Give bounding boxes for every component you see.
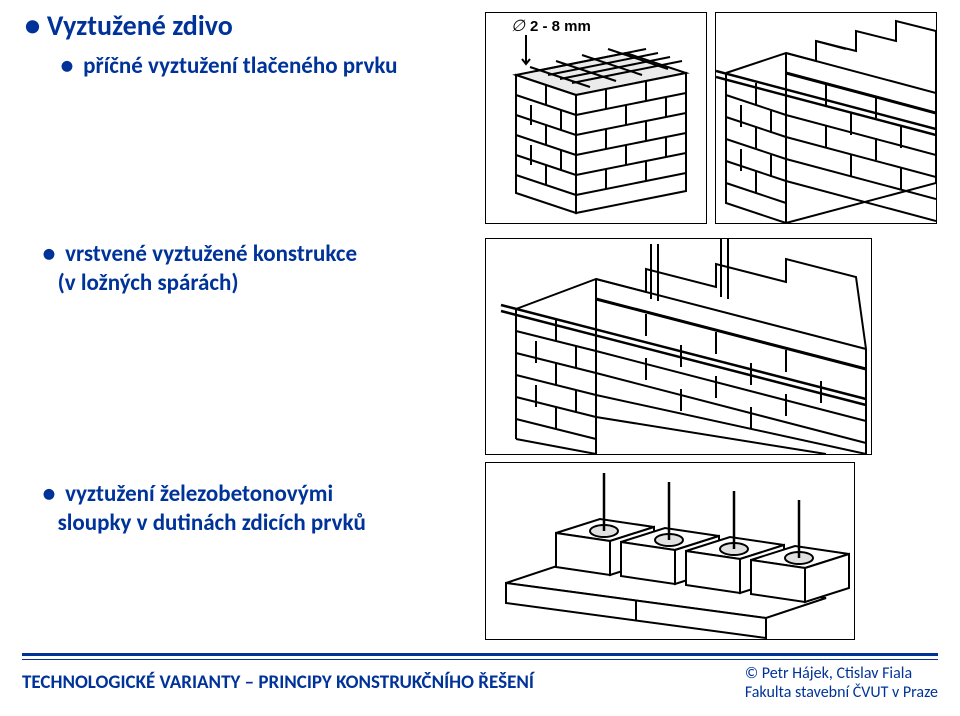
bullet-icon: ● [24,8,41,43]
figure-pier: ∅ 2 - 8 mm [485,12,707,224]
figure-hollow-blocks [485,462,855,640]
bullet-icon: ● [60,52,74,80]
bullet-icon: ● [42,480,56,508]
footer-line2: Fakulta stavební ČVUT v Praze [745,683,938,702]
sub2-line1: vrstvené vyztužené konstrukce [65,240,357,268]
footer-divider [22,653,938,660]
title-text: Vyztužené zdivo [47,8,233,43]
footer-left: TECHNOLOGICKÉ VARIANTY – PRINCIPY KONSTR… [22,671,534,694]
dimension-label: 2 - 8 mm [530,18,591,35]
svg-text:∅: ∅ [511,18,526,35]
bullet-icon: ● [42,240,56,268]
sub2: ● vrstvené vyztužené konstrukce (v ložný… [42,240,357,298]
slide-title: ●Vyztužené zdivo [24,8,233,43]
sub3-line1: vyztužení železobetonovými [65,480,333,508]
sub3-line2: sloupky v dutinách zdicích prvků [58,509,366,537]
slide: ●Vyztužené zdivo ● příčné vyztužení tlač… [0,0,960,716]
footer-right: © Petr Hájek, Ctislav Fiala Fakulta stav… [745,664,938,702]
sub2-line2: (v ložných spárách) [58,269,239,297]
sub1-text: příčné vyztužení tlačeného prvku [83,52,397,80]
sub3: ● vyztužení železobetonovými sloupky v d… [42,480,366,538]
footer-line1: © Petr Hájek, Ctislav Fiala [745,664,912,683]
figure-bed-reinforcement [715,12,937,224]
figure-layered-wall [485,238,872,455]
sub1: ● příčné vyztužení tlačeného prvku [60,52,397,80]
